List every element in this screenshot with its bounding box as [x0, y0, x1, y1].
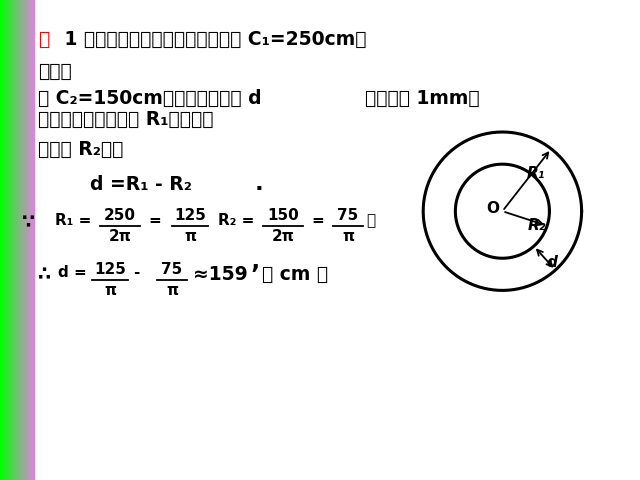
Text: 2π: 2π: [109, 229, 131, 244]
Bar: [16, 0, 17, 480]
Text: R₁ =: R₁ =: [55, 213, 92, 228]
Text: O: O: [486, 201, 499, 216]
Text: π: π: [104, 283, 116, 298]
Bar: [32, 0, 33, 480]
Bar: [13, 0, 14, 480]
Bar: [26, 0, 28, 480]
Text: 250: 250: [104, 208, 136, 223]
Text: ≈159: ≈159: [193, 265, 248, 284]
Bar: [3, 0, 4, 480]
Text: ∵: ∵: [22, 213, 35, 232]
Text: -: -: [133, 265, 140, 280]
Bar: [23, 0, 24, 480]
Text: ∴: ∴: [38, 265, 51, 284]
Text: R₂ =: R₂ =: [218, 213, 254, 228]
Bar: [0, 0, 1, 480]
Text: =: =: [311, 213, 324, 228]
Bar: [1, 0, 2, 480]
Text: d =R₁ - R₂: d =R₁ - R₂: [90, 175, 192, 194]
Bar: [10, 0, 11, 480]
Text: 125: 125: [94, 262, 126, 277]
Text: （精确到 1mm）: （精确到 1mm）: [365, 89, 479, 108]
Bar: [9, 0, 10, 480]
Bar: [10, 0, 12, 480]
Text: 内圆周: 内圆周: [38, 62, 72, 81]
Text: =: =: [148, 213, 161, 228]
Text: ，: ，: [366, 213, 375, 228]
Bar: [5, 0, 6, 480]
Bar: [14, 0, 15, 480]
Bar: [4, 0, 5, 480]
Text: 例: 例: [38, 30, 49, 49]
Text: ’: ’: [250, 263, 259, 287]
Bar: [22, 0, 23, 480]
Bar: [2, 0, 3, 480]
Bar: [30, 0, 31, 480]
Bar: [19, 0, 20, 480]
Bar: [31, 0, 32, 480]
Text: π: π: [184, 229, 196, 244]
Text: R₂: R₂: [528, 218, 547, 233]
Text: 长 C₂=150cm，求圆环的宽度 d: 长 C₂=150cm，求圆环的宽度 d: [38, 89, 262, 108]
Text: .: .: [255, 172, 264, 195]
Bar: [15, 0, 16, 480]
Bar: [29, 0, 30, 480]
Bar: [33, 0, 35, 480]
Bar: [7, 0, 8, 480]
Text: π: π: [166, 283, 178, 298]
Text: 150: 150: [267, 208, 299, 223]
Text: 解：设外圆的半径为 R₁，内圆的: 解：设外圆的半径为 R₁，内圆的: [38, 110, 214, 129]
Text: d: d: [546, 254, 557, 270]
Text: 2π: 2π: [271, 229, 294, 244]
Text: d =: d =: [58, 265, 87, 280]
Bar: [24, 0, 25, 480]
Bar: [28, 0, 29, 480]
Bar: [18, 0, 19, 480]
Bar: [25, 0, 26, 480]
Bar: [20, 0, 21, 480]
Text: 125: 125: [174, 208, 206, 223]
Text: R₁: R₁: [527, 166, 545, 181]
Bar: [12, 0, 13, 480]
Text: 1 、已知：如图，圆环的外圆周长 C₁=250cm，: 1 、已知：如图，圆环的外圆周长 C₁=250cm，: [58, 30, 367, 49]
Bar: [8, 0, 9, 480]
Bar: [21, 0, 22, 480]
Text: 75: 75: [337, 208, 358, 223]
Text: （ cm ）: （ cm ）: [262, 265, 328, 284]
Text: 75: 75: [161, 262, 182, 277]
Text: π: π: [342, 229, 354, 244]
Text: 半径为 R₂，则: 半径为 R₂，则: [38, 140, 124, 159]
Bar: [6, 0, 7, 480]
